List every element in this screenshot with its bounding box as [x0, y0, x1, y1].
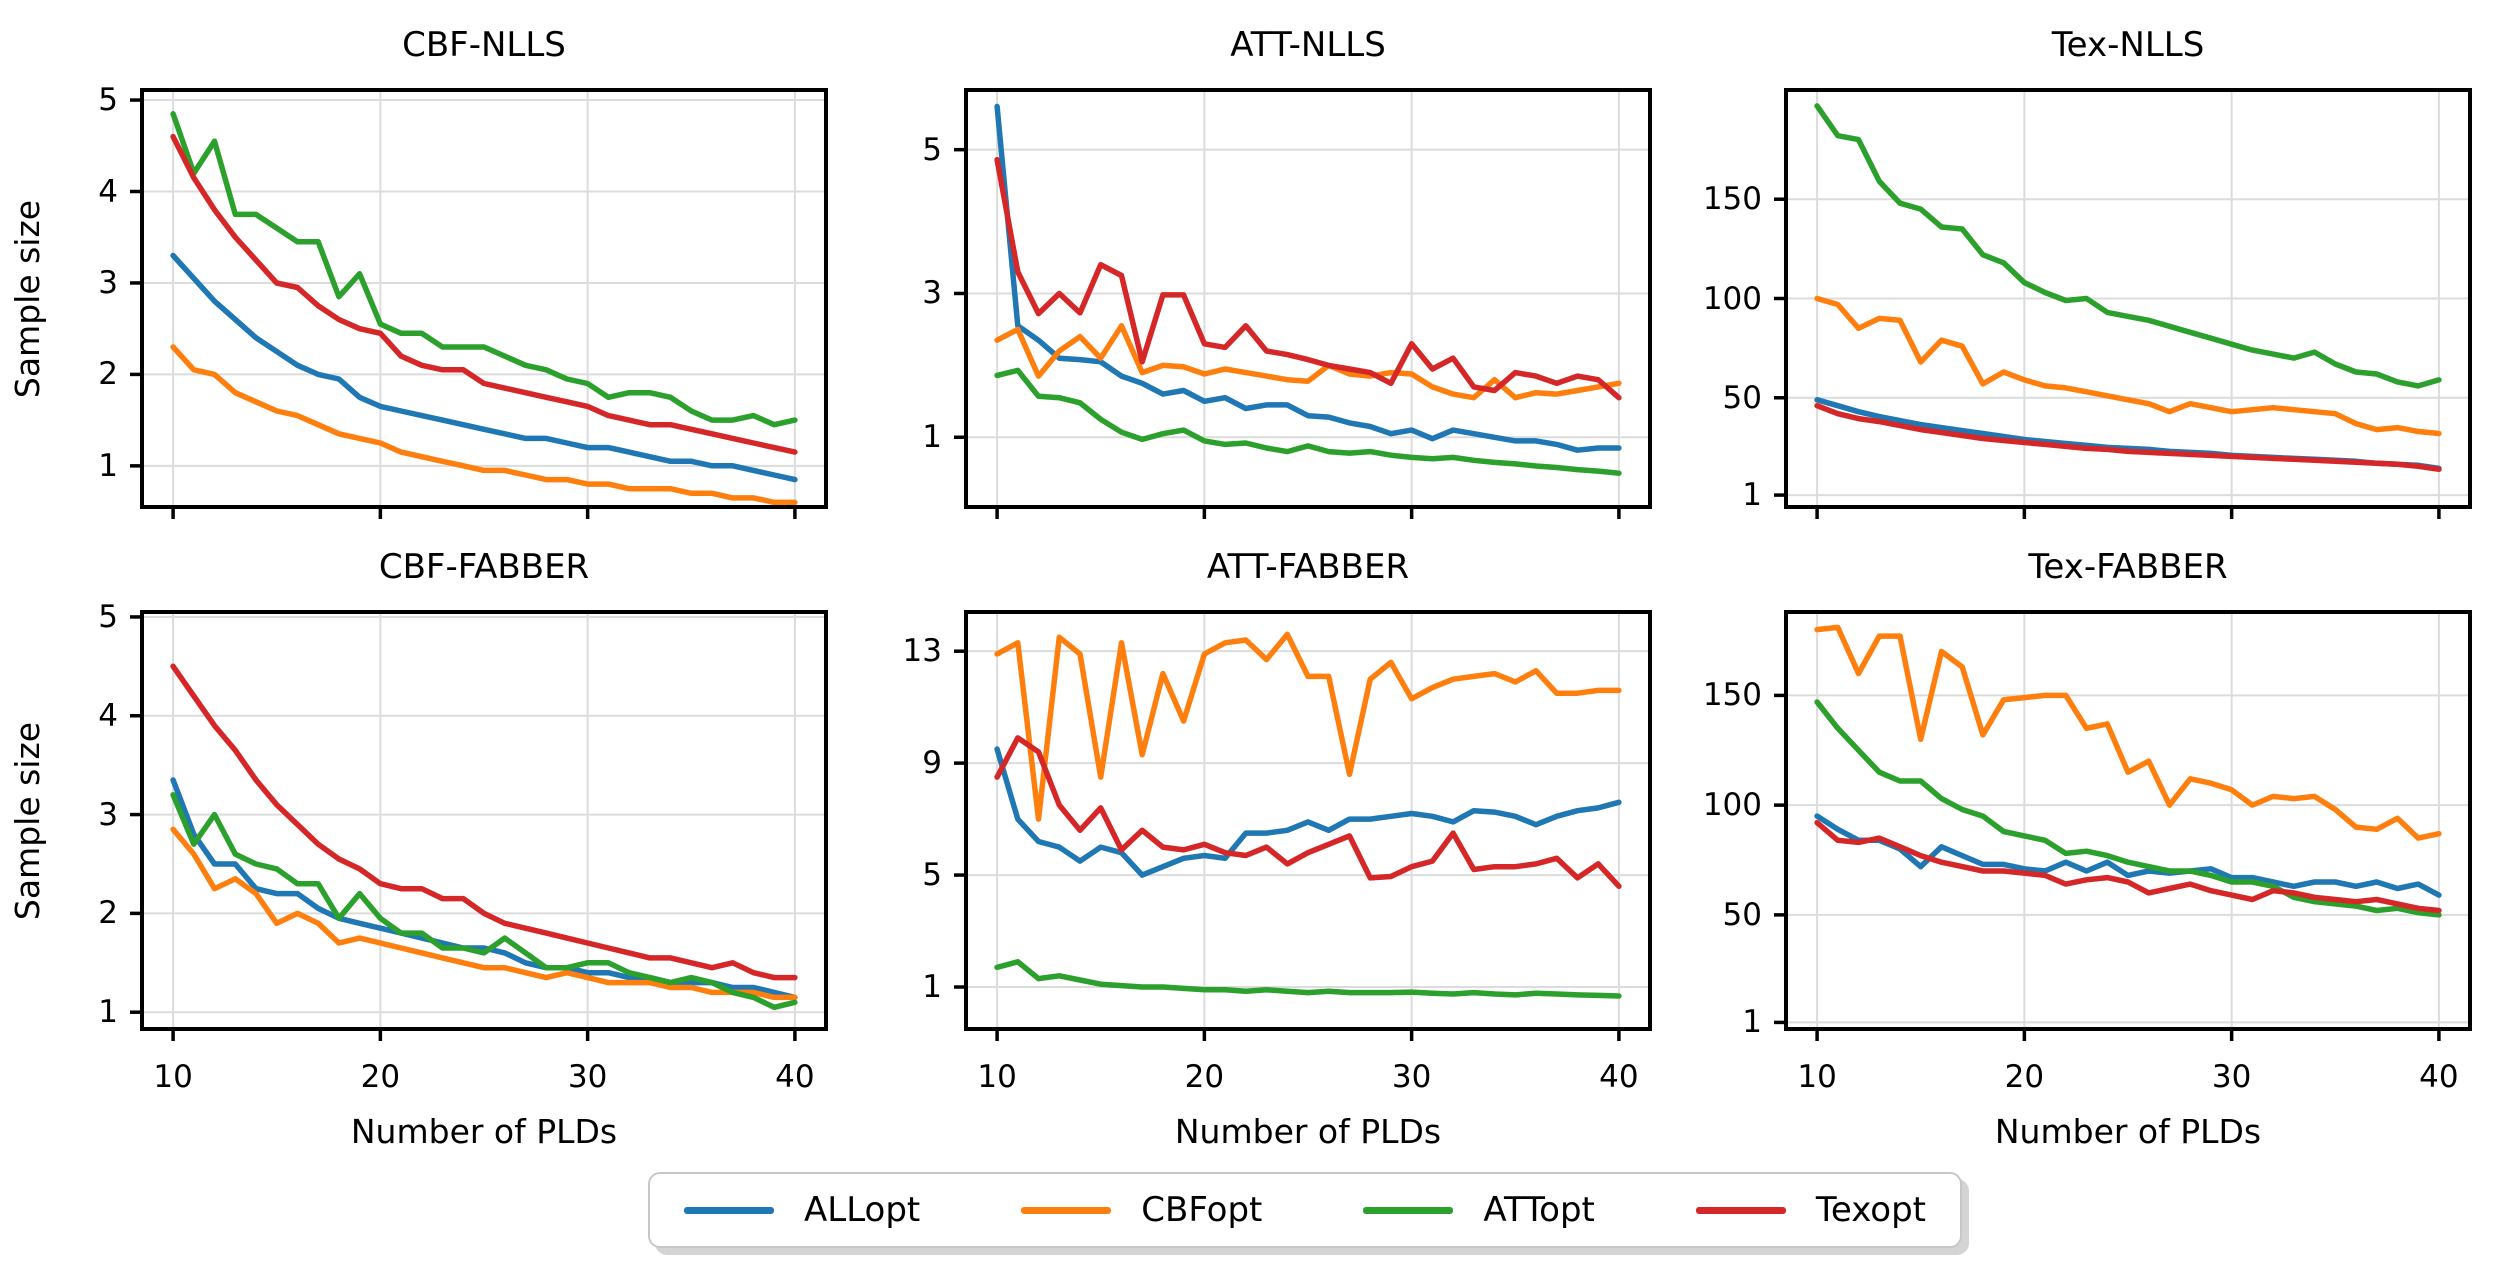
- xtick-label-tex-fabber-40: 40: [2419, 1059, 2459, 1095]
- series-line-CBFopt-cbf-nlls: [170, 344, 798, 506]
- ytick-label-att-fabber-13: 13: [902, 633, 942, 670]
- ytick-label-cbf-fabber-4: 4: [98, 697, 118, 734]
- series-line-ALLopt-att-nlls: [994, 103, 1622, 453]
- series-line-ATTopt-cbf-fabber: [170, 792, 798, 1011]
- ytick-label-cbf-nlls-4: 4: [98, 173, 118, 210]
- x-axis-label-tex-fabber: Number of PLDs: [1994, 1112, 2262, 1151]
- legend-line-swatch-ATTopt: [1363, 1206, 1454, 1214]
- series-line-ALLopt-tex-nlls: [1814, 397, 2442, 472]
- ytick-label-cbf-fabber-2: 2: [98, 895, 118, 932]
- series-line-Texopt-cbf-nlls: [170, 133, 798, 455]
- ytick-label-cbf-nlls-5: 5: [98, 82, 118, 119]
- xtick-label-tex-fabber-10: 10: [1797, 1059, 1837, 1095]
- ytick-label-tex-nlls-150: 150: [1702, 181, 1762, 218]
- axes-spines-cbf-fabber: [140, 610, 828, 1031]
- ytick-label-att-fabber-1: 1: [922, 969, 942, 1006]
- plot-area-cbf-nlls: [130, 88, 828, 519]
- ytick-label-tex-fabber-1: 1: [1742, 1004, 1762, 1041]
- panel-title-cbf-fabber: CBF-FABBER: [378, 547, 590, 587]
- series-line-Texopt-tex-nlls: [1814, 402, 2442, 473]
- ytick-label-tex-nlls-50: 50: [1722, 379, 1762, 416]
- ytick-label-tex-fabber-150: 150: [1702, 677, 1762, 714]
- xtick-label-att-fabber-30: 30: [1391, 1059, 1432, 1095]
- ytick-label-att-fabber-5: 5: [922, 857, 942, 894]
- legend-item-ATTopt: ATTopt: [1363, 1190, 1595, 1230]
- y-axis-label-cbf-nlls: Sample size: [8, 199, 47, 398]
- legend-line-swatch-Texopt: [1695, 1206, 1786, 1214]
- xtick-label-tex-fabber-30: 30: [2211, 1059, 2252, 1095]
- legend-line-swatch-ALLopt: [684, 1206, 774, 1214]
- legend-label-ALLopt: ALLopt: [804, 1190, 921, 1230]
- plot-area-cbf-fabber: [130, 610, 828, 1041]
- series-line-CBFopt-att-nlls: [994, 323, 1622, 401]
- axes-spines-tex-fabber: [1784, 610, 2472, 1031]
- ytick-label-cbf-fabber-1: 1: [98, 994, 118, 1031]
- xtick-label-cbf-fabber-40: 40: [775, 1059, 815, 1095]
- series-line-CBFopt-tex-nlls: [1814, 295, 2442, 437]
- plot-area-tex-nlls: [1774, 88, 2472, 519]
- ytick-label-tex-nlls-100: 100: [1702, 280, 1762, 317]
- ytick-label-cbf-fabber-3: 3: [98, 796, 118, 833]
- ytick-label-tex-fabber-100: 100: [1702, 787, 1762, 824]
- ytick-label-cbf-nlls-2: 2: [98, 356, 118, 393]
- series-line-ATTopt-cbf-nlls: [170, 111, 798, 428]
- series-line-Texopt-att-nlls: [994, 156, 1622, 401]
- ytick-label-cbf-nlls-1: 1: [98, 447, 118, 484]
- panel-title-att-fabber: ATT-FABBER: [1206, 547, 1410, 587]
- legend-line-swatch-CBFopt: [1021, 1206, 1112, 1214]
- x-axis-label-cbf-fabber: Number of PLDs: [350, 1112, 618, 1151]
- series-line-ATTopt-att-nlls: [994, 367, 1622, 476]
- panel-title-tex-fabber: Tex-FABBER: [2028, 547, 2228, 587]
- ytick-label-cbf-nlls-3: 3: [98, 264, 118, 301]
- xtick-label-cbf-fabber-30: 30: [567, 1059, 608, 1095]
- ytick-label-tex-nlls-1: 1: [1742, 477, 1762, 514]
- legend-label-Texopt: Texopt: [1815, 1190, 1926, 1230]
- legend-label-ATTopt: ATTopt: [1483, 1190, 1595, 1230]
- plot-area-tex-fabber: [1774, 610, 2472, 1041]
- ytick-label-att-nlls-1: 1: [922, 419, 942, 456]
- series-line-CBFopt-att-fabber: [994, 631, 1622, 822]
- legend: ALLopt CBFopt ATTopt Texopt: [648, 1172, 1962, 1248]
- series-line-Texopt-cbf-fabber: [170, 663, 798, 981]
- ytick-label-att-fabber-9: 9: [922, 745, 942, 782]
- legend-item-Texopt: Texopt: [1695, 1190, 1926, 1230]
- series-line-ALLopt-cbf-fabber: [170, 777, 798, 1001]
- series-line-ATTopt-tex-nlls: [1814, 103, 2442, 389]
- series-line-CBFopt-cbf-fabber: [170, 826, 798, 1001]
- xtick-label-att-fabber-40: 40: [1599, 1059, 1639, 1095]
- series-line-ALLopt-tex-fabber: [1814, 813, 2442, 898]
- axes-spines-att-nlls: [964, 88, 1652, 509]
- plot-area-att-fabber: [954, 610, 1652, 1041]
- series-line-ATTopt-att-fabber: [994, 959, 1622, 999]
- panel-title-tex-nlls: Tex-NLLS: [2051, 25, 2205, 65]
- ytick-label-att-nlls-3: 3: [922, 275, 942, 312]
- panel-title-att-nlls: ATT-NLLS: [1230, 25, 1386, 65]
- axes-spines-att-fabber: [964, 610, 1652, 1031]
- legend-label-CBFopt: CBFopt: [1141, 1190, 1263, 1230]
- ytick-label-cbf-fabber-5: 5: [98, 598, 118, 635]
- series-line-CBFopt-tex-fabber: [1814, 624, 2442, 841]
- xtick-label-cbf-fabber-10: 10: [153, 1059, 193, 1095]
- xtick-label-att-fabber-20: 20: [1184, 1059, 1225, 1095]
- legend-item-ALLopt: ALLopt: [684, 1190, 920, 1230]
- series-line-ATTopt-tex-fabber: [1814, 699, 2442, 918]
- series-line-Texopt-att-fabber: [994, 735, 1622, 890]
- axes-spines-cbf-nlls: [140, 88, 828, 509]
- ytick-label-tex-fabber-50: 50: [1722, 896, 1762, 933]
- y-axis-label-cbf-fabber: Sample size: [8, 721, 47, 920]
- x-axis-label-att-fabber: Number of PLDs: [1174, 1112, 1442, 1151]
- series-line-ALLopt-att-fabber: [994, 746, 1622, 878]
- xtick-label-cbf-fabber-20: 20: [360, 1059, 401, 1095]
- panel-title-cbf-nlls: CBF-NLLS: [402, 25, 566, 65]
- xtick-label-att-fabber-10: 10: [977, 1059, 1017, 1095]
- series-line-ALLopt-cbf-nlls: [170, 252, 798, 483]
- series-line-Texopt-tex-fabber: [1814, 819, 2442, 914]
- legend-item-CBFopt: CBFopt: [1021, 1190, 1262, 1230]
- ytick-label-att-nlls-5: 5: [922, 131, 942, 168]
- xtick-label-tex-fabber-20: 20: [2004, 1059, 2045, 1095]
- plot-area-att-nlls: [954, 88, 1652, 519]
